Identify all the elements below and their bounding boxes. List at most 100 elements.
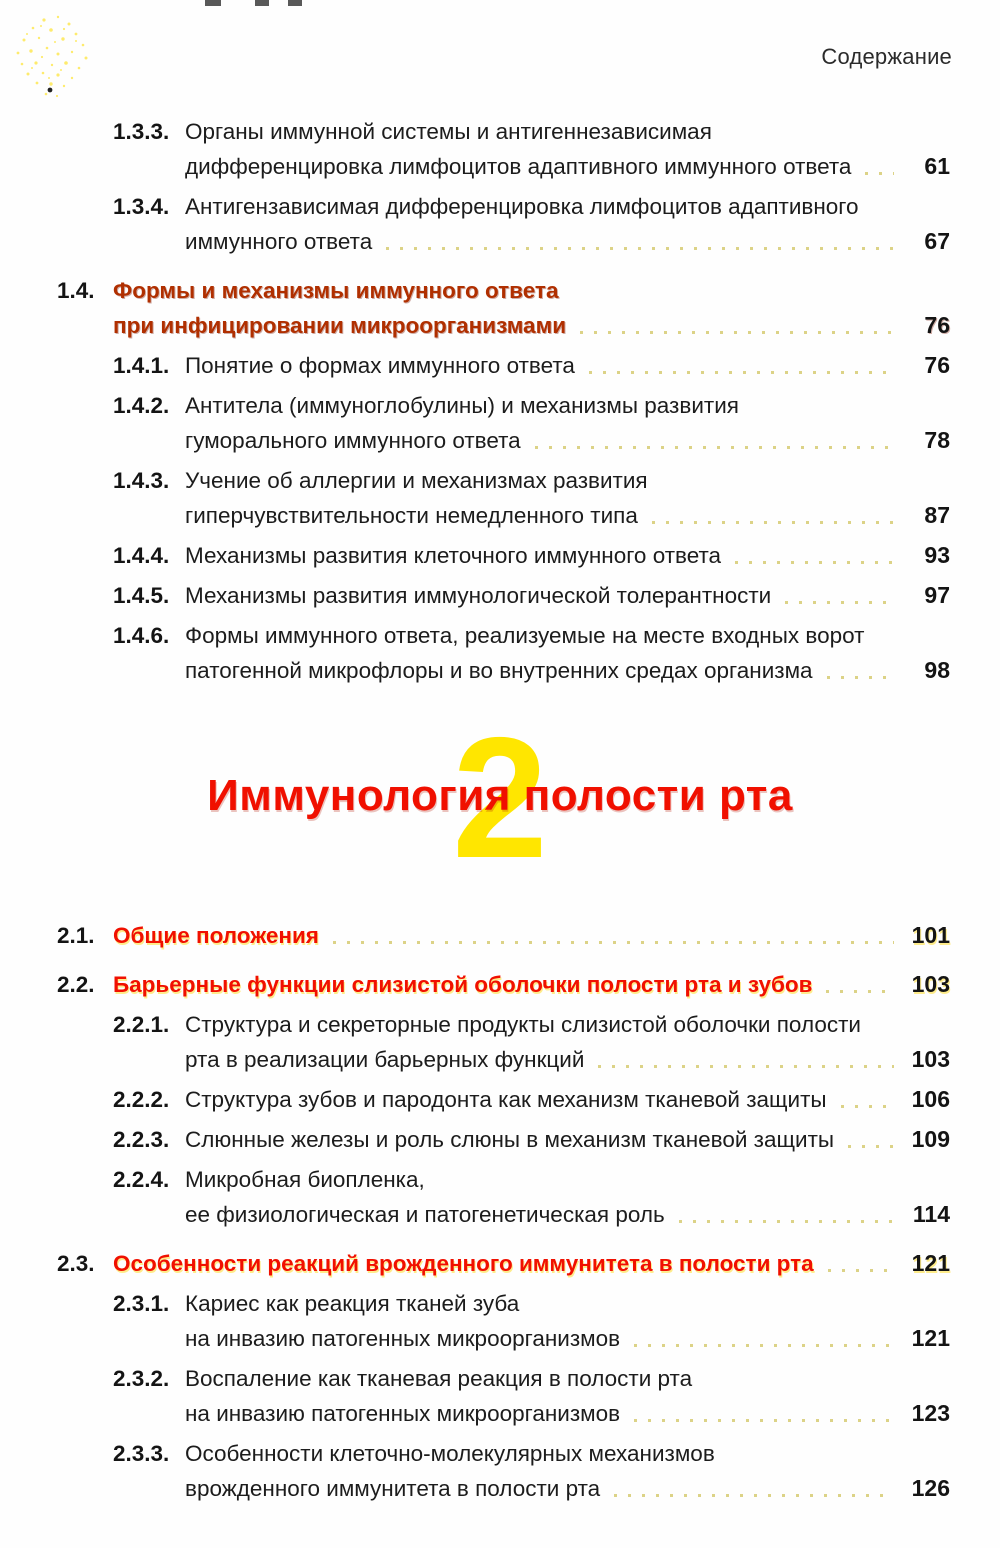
toc-entry-body: Структура зубов и пародонта как механизм… bbox=[185, 1082, 950, 1117]
toc-entry-number: 2.2.1. bbox=[113, 1012, 170, 1037]
toc-entry-line: Кариес как реакция тканей зуба bbox=[185, 1291, 520, 1316]
toc-entry-line: при инфицировании микроорганизмами 76 bbox=[113, 308, 950, 343]
toc-entry-text: на инвазию патогенных микроорганизмов bbox=[185, 1326, 621, 1351]
toc-entry-text: патогенной микрофлоры и во внутренних ср… bbox=[185, 658, 813, 683]
toc-entry-number: 1.4.5. bbox=[113, 583, 170, 608]
toc-entry-text: Понятие о формах иммунного ответа bbox=[185, 353, 575, 378]
toc-entry-line: дифференцировка лимфоцитов адаптивного и… bbox=[185, 149, 950, 184]
toc-list-chapter1: 1.3.3. Органы иммунной системы и антигенн… bbox=[57, 114, 950, 688]
page-number: 121 bbox=[911, 1250, 950, 1276]
dotted-leader bbox=[840, 1102, 894, 1108]
dotted-leader bbox=[588, 368, 894, 374]
toc-entry-body: Воспаление как тканевая реакция в полост… bbox=[185, 1361, 950, 1431]
toc-entry-text: Барьерные функции слизистой оболочки пол… bbox=[113, 972, 813, 997]
page-number: 109 bbox=[911, 1126, 950, 1152]
toc-entry-number: 2.1. bbox=[57, 923, 95, 948]
scan-artifact bbox=[205, 0, 221, 6]
toc-entry-text: Особенности реакций врожденного иммуните… bbox=[113, 1251, 814, 1276]
toc-entry: 2.2.3. Слюнные железы и роль слюны в меха… bbox=[113, 1122, 950, 1157]
toc-entry-line: Формы иммунного ответа, реализуемые на м… bbox=[185, 623, 865, 648]
toc-entry-body: Формы иммунного ответа, реализуемые на м… bbox=[185, 618, 950, 688]
page-number: 98 bbox=[924, 657, 950, 683]
toc-entry-line: Общие положения 101 bbox=[113, 918, 950, 953]
dotted-leader bbox=[598, 1062, 894, 1068]
toc-entry-body: Антитела (иммуноглобулины) и механизмы р… bbox=[185, 388, 950, 458]
toc-entry-line: Барьерные функции слизистой оболочки пол… bbox=[113, 967, 950, 1002]
toc-entry-line: врожденного иммунитета в полости рта 126 bbox=[185, 1471, 950, 1506]
toc-entry-line: ее физиологическая и патогенетическая ро… bbox=[185, 1197, 950, 1232]
toc-entry-line: Воспаление как тканевая реакция в полост… bbox=[185, 1366, 693, 1391]
toc-entry-line: Учение об аллергии и механизмах развития bbox=[185, 468, 648, 493]
toc-entry-line: Механизмы развития клеточного иммунного … bbox=[185, 538, 950, 573]
toc-entry-line: гуморального иммунного ответа 78 bbox=[185, 423, 950, 458]
dotted-leader bbox=[614, 1491, 894, 1497]
toc-entry-body: Особенности реакций врожденного иммуните… bbox=[113, 1246, 950, 1281]
toc-entry-body: Органы иммунной системы и антигеннезавис… bbox=[185, 114, 950, 184]
toc-entry-line: иммунного ответа 67 bbox=[185, 224, 950, 259]
toc-entry-text: Общие положения bbox=[113, 923, 319, 948]
toc-entry-body: Формы и механизмы иммунного ответа при ин… bbox=[113, 273, 950, 343]
scan-artifact bbox=[288, 0, 302, 6]
toc-entry-text: дифференцировка лимфоцитов адаптивного и… bbox=[185, 154, 852, 179]
toc-entry-line: гиперчувствительности немедленного типа 8… bbox=[185, 498, 950, 533]
dotted-leader bbox=[826, 673, 894, 679]
dotted-leader bbox=[826, 987, 894, 993]
toc-entry-number: 1.4.4. bbox=[113, 543, 170, 568]
toc-entry-line: Механизмы развития иммунологической толе… bbox=[185, 578, 950, 613]
toc-entry: 1.4.2. Антитела (иммуноглобулины) и механ… bbox=[113, 388, 950, 458]
toc-entry-body: Структура и секреторные продукты слизист… bbox=[185, 1007, 950, 1077]
dotted-leader bbox=[848, 1142, 894, 1148]
toc-entry-number: 1.4.3. bbox=[113, 468, 170, 493]
chapter-number: 2 bbox=[452, 702, 548, 894]
toc-entry: 1.4.5. Механизмы развития иммунологическо… bbox=[113, 578, 950, 613]
dotted-leader bbox=[634, 1416, 894, 1422]
toc-entry-line: рта в реализации барьерных функций 103 bbox=[185, 1042, 950, 1077]
toc-entry-line: Понятие о формах иммунного ответа 76 bbox=[185, 348, 950, 383]
toc-entry-number: 2.3.2. bbox=[113, 1366, 170, 1391]
toc-entry-body: Понятие о формах иммунного ответа 76 bbox=[185, 348, 950, 383]
page-number: 87 bbox=[924, 502, 950, 528]
toc-entry: 1.4.1. Понятие о формах иммунного ответа 7… bbox=[113, 348, 950, 383]
scan-artifact bbox=[255, 0, 269, 6]
dotted-leader bbox=[634, 1341, 894, 1347]
toc-entry: 1.4.3. Учение об аллергии и механизмах ра… bbox=[113, 463, 950, 533]
toc-entry-line: Особенности клеточно-молекулярных механи… bbox=[185, 1441, 715, 1466]
toc-entry-line: Особенности реакций врожденного иммуните… bbox=[113, 1246, 950, 1281]
toc-entry: 2.2.1. Структура и секреторные продукты с… bbox=[113, 1007, 950, 1077]
toc-entry-line: на инвазию патогенных микроорганизмов 121 bbox=[185, 1321, 950, 1356]
dotted-leader bbox=[386, 244, 894, 250]
toc-entry: 1.3.4. Антигензависимая дифференцировка л… bbox=[113, 189, 950, 259]
page-number: 93 bbox=[924, 542, 950, 568]
page-number: 106 bbox=[911, 1086, 950, 1112]
toc-entry-body: Барьерные функции слизистой оболочки пол… bbox=[113, 967, 950, 1002]
toc-entry-text: гиперчувствительности немедленного типа bbox=[185, 503, 638, 528]
toc-entry-number: 2.3.1. bbox=[113, 1291, 170, 1316]
toc-entry-body: Особенности клеточно-молекулярных механи… bbox=[185, 1436, 950, 1506]
toc-entry-text: ее физиологическая и патогенетическая ро… bbox=[185, 1202, 665, 1227]
toc-entry-body: Слюнные железы и роль слюны в механизм т… bbox=[185, 1122, 950, 1157]
toc-entry-number: 1.4.2. bbox=[113, 393, 170, 418]
toc-entry: 2.2. Барьерные функции слизистой оболочки… bbox=[57, 967, 950, 1002]
page-number: 126 bbox=[911, 1475, 950, 1501]
toc-entry: 2.3.3. Особенности клеточно-молекулярных … bbox=[113, 1436, 950, 1506]
page-number: 114 bbox=[912, 1201, 950, 1227]
toc-entry-line: Слюнные железы и роль слюны в механизм т… bbox=[185, 1122, 950, 1157]
toc-entry-body: Кариес как реакция тканей зуба на инвазию… bbox=[185, 1286, 950, 1356]
toc-entry-line: Антитела (иммуноглобулины) и механизмы р… bbox=[185, 393, 739, 418]
toc-entry-body: Общие положения 101 bbox=[113, 918, 950, 953]
toc-entry-number: 2.2.3. bbox=[113, 1127, 170, 1152]
toc-entry-text: Слюнные железы и роль слюны в механизм т… bbox=[185, 1127, 835, 1152]
page-number: 67 bbox=[924, 228, 950, 254]
chapter-title: Иммунология полости рта bbox=[207, 771, 793, 820]
toc-entry-text: при инфицировании микроорганизмами bbox=[113, 313, 567, 338]
toc-entry-text: иммунного ответа bbox=[185, 229, 373, 254]
toc-entry-line: патогенной микрофлоры и во внутренних ср… bbox=[185, 653, 950, 688]
toc-entry-number: 1.4.6. bbox=[113, 623, 170, 648]
dotted-leader bbox=[651, 518, 894, 524]
toc-entry-line: Структура зубов и пародонта как механизм… bbox=[185, 1082, 950, 1117]
toc-entry-number: 1.3.4. bbox=[113, 194, 170, 219]
toc-entry-number: 1.4.1. bbox=[113, 353, 170, 378]
toc-entry-line: Органы иммунной системы и антигеннезавис… bbox=[185, 119, 712, 144]
toc-entry-text: гуморального иммунного ответа bbox=[185, 428, 521, 453]
